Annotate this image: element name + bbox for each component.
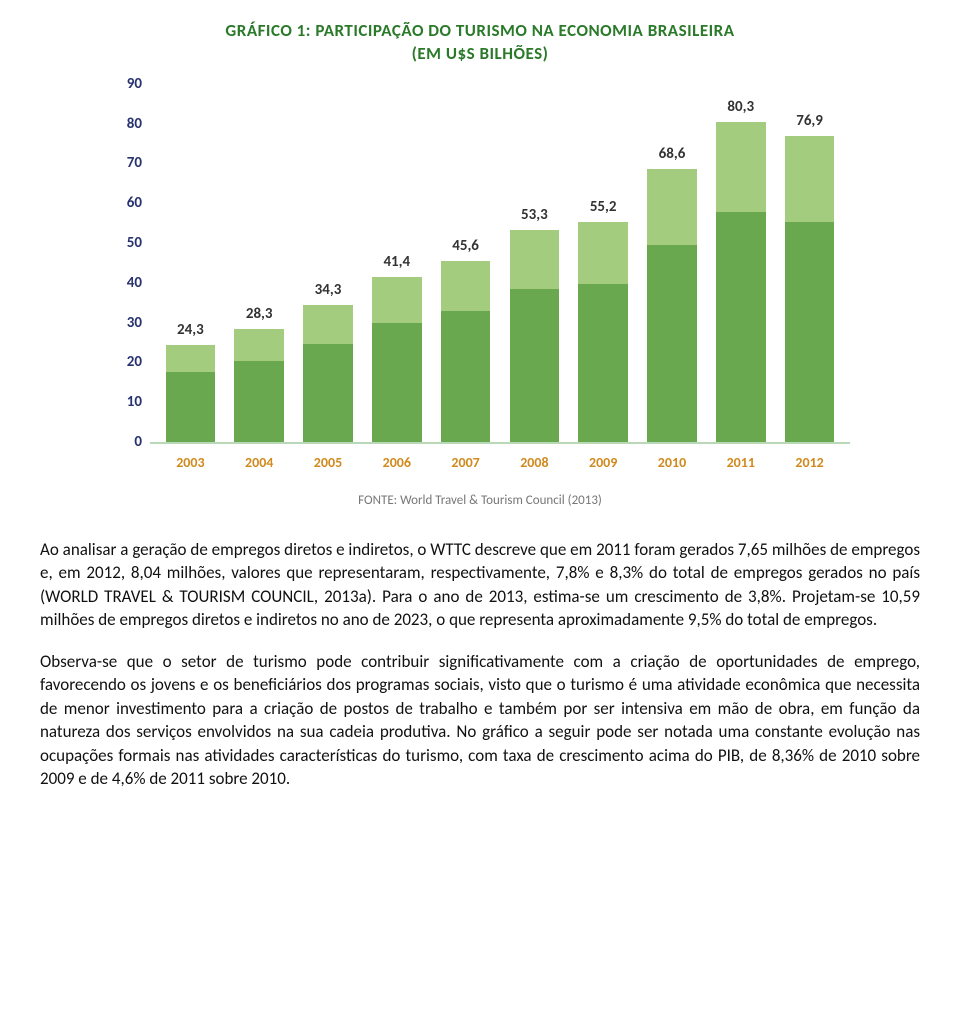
bar <box>716 122 766 441</box>
bar <box>647 169 697 442</box>
x-tick-label: 2008 <box>500 454 569 471</box>
chart-x-axis: 2003200420052006200720082009201020112012 <box>150 444 850 471</box>
y-tick: 80 <box>110 115 142 133</box>
bar-value-label: 34,3 <box>315 281 342 299</box>
bar-top-segment <box>234 329 284 361</box>
bar-slot: 41,4 <box>362 84 431 442</box>
bar-slot: 80,3 <box>706 84 775 442</box>
chart-plot-area: 24,3 28,3 34,3 41,4 45,6 53,3 55,2 68,6 80,3 76,9… <box>150 84 850 444</box>
y-tick: 60 <box>110 194 142 212</box>
bar-slot: 34,3 <box>294 84 363 442</box>
y-tick: 90 <box>110 75 142 93</box>
bar-value-label: 24,3 <box>177 321 204 339</box>
bar-value-label: 53,3 <box>521 206 548 224</box>
bar-value-label: 68,6 <box>659 145 686 163</box>
x-tick-label: 2007 <box>431 454 500 471</box>
x-tick-label: 2009 <box>569 454 638 471</box>
bar <box>785 136 835 442</box>
bar-bottom-segment <box>372 323 422 442</box>
x-tick-label: 2012 <box>775 454 844 471</box>
bar-top-segment <box>716 122 766 211</box>
bar <box>578 222 628 442</box>
x-tick-label: 2005 <box>294 454 363 471</box>
x-tick-label: 2003 <box>156 454 225 471</box>
bar-top-segment <box>578 222 628 283</box>
bar-bottom-segment <box>166 372 216 442</box>
y-tick: 0 <box>110 433 142 451</box>
x-tick-label: 2004 <box>225 454 294 471</box>
bar-slot: 28,3 <box>225 84 294 442</box>
bar-bottom-segment <box>510 289 560 442</box>
chart-title-line1: GRÁFICO 1: PARTICIPAÇÃO DO TURISMO NA EC… <box>225 20 734 41</box>
bar-value-label: 28,3 <box>246 305 273 323</box>
bar-slot: 24,3 <box>156 84 225 442</box>
bar-top-segment <box>785 136 835 222</box>
bar-bottom-segment <box>578 284 628 442</box>
bar-slot: 76,9 <box>775 84 844 442</box>
bar-value-label: 80,3 <box>727 98 754 116</box>
chart-title: GRÁFICO 1: PARTICIPAÇÃO DO TURISMO NA EC… <box>100 20 860 66</box>
bar <box>372 277 422 442</box>
bar <box>234 329 284 442</box>
paragraph-2: Observa-se que o setor de turismo pode c… <box>40 650 920 791</box>
body-text: Ao analisar a geração de empregos direto… <box>40 538 920 791</box>
bar-bottom-segment <box>647 245 697 441</box>
bar-bottom-segment <box>441 311 491 442</box>
chart-source: FONTE: World Travel & Tourism Council (2… <box>100 493 860 508</box>
bar-bottom-segment <box>785 222 835 442</box>
y-tick: 30 <box>110 314 142 332</box>
bar-slot: 68,6 <box>638 84 707 442</box>
bar-bottom-segment <box>303 344 353 442</box>
chart-title-line2: (EM U$S BILHÕES) <box>412 43 549 64</box>
bar-bottom-segment <box>716 212 766 442</box>
x-tick-label: 2011 <box>706 454 775 471</box>
bar <box>441 261 491 442</box>
chart-bars: 24,3 28,3 34,3 41,4 45,6 53,3 55,2 68,6 80,3 76,9 <box>150 84 850 442</box>
bar-top-segment <box>166 345 216 372</box>
bar-top-segment <box>510 230 560 289</box>
bar <box>166 345 216 442</box>
bar <box>510 230 560 442</box>
bar-value-label: 55,2 <box>590 198 617 216</box>
y-tick: 20 <box>110 353 142 371</box>
x-tick-label: 2010 <box>638 454 707 471</box>
bar-value-label: 76,9 <box>796 112 823 130</box>
y-tick: 50 <box>110 234 142 252</box>
x-tick-label: 2006 <box>362 454 431 471</box>
y-tick: 70 <box>110 154 142 172</box>
bar-top-segment <box>303 305 353 343</box>
bar-value-label: 45,6 <box>452 237 479 255</box>
bar-slot: 55,2 <box>569 84 638 442</box>
bar-top-segment <box>372 277 422 323</box>
chart-container: GRÁFICO 1: PARTICIPAÇÃO DO TURISMO NA EC… <box>100 20 860 508</box>
bar-top-segment <box>647 169 697 245</box>
bar-slot: 45,6 <box>431 84 500 442</box>
paragraph-1: Ao analisar a geração de empregos direto… <box>40 538 920 632</box>
bar-value-label: 41,4 <box>383 253 410 271</box>
bar-top-segment <box>441 261 491 312</box>
bar-slot: 53,3 <box>500 84 569 442</box>
bar <box>303 305 353 441</box>
y-tick: 40 <box>110 274 142 292</box>
y-tick: 10 <box>110 393 142 411</box>
bar-bottom-segment <box>234 361 284 442</box>
